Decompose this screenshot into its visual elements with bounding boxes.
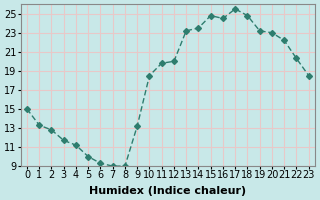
X-axis label: Humidex (Indice chaleur): Humidex (Indice chaleur) [89, 186, 246, 196]
